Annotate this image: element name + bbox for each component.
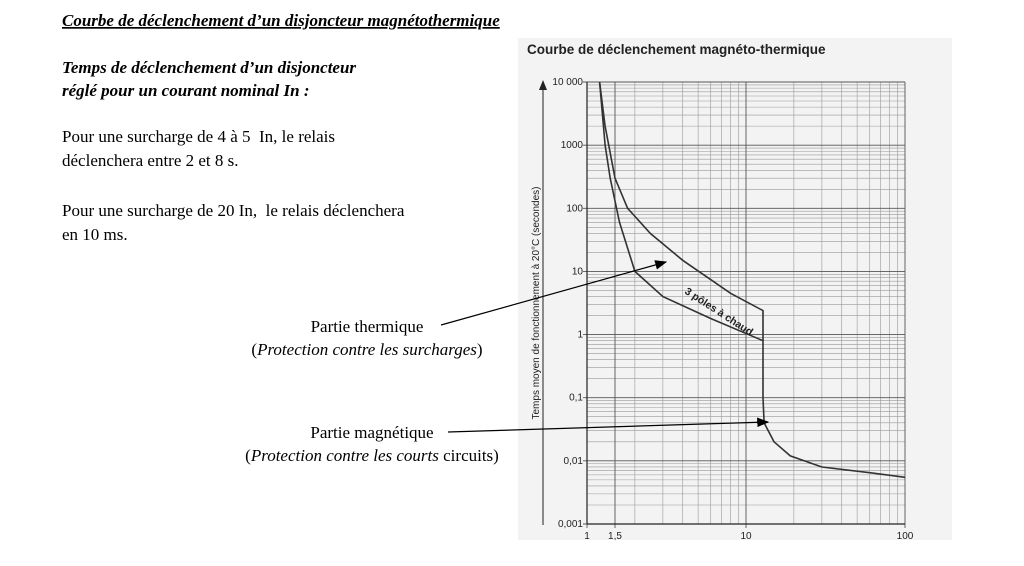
paragraph: Pour une surcharge de 20 In, le relais d… bbox=[62, 201, 405, 220]
note-part: ( bbox=[245, 446, 251, 465]
annotation-arrow bbox=[447, 417, 770, 433]
chart-title: Courbe de déclenchement magnéto-thermiqu… bbox=[527, 42, 826, 57]
x-tick-label: 10 bbox=[740, 531, 752, 542]
subtitle: Temps de déclenchement d’un disjoncteur bbox=[62, 58, 356, 77]
y-tick-label: 10 000 bbox=[552, 77, 583, 88]
x-tick-label: 1 bbox=[584, 531, 590, 542]
y-tick-label: 1000 bbox=[561, 140, 584, 151]
annotation-note: (Protection contre les courts circuits) bbox=[245, 446, 499, 465]
note-part: circuits) bbox=[439, 446, 499, 465]
y-tick-label: 0,001 bbox=[558, 519, 583, 530]
note-part: Protection contre les surcharges bbox=[256, 340, 477, 359]
doc-title: Courbe de déclenchement d’un disjoncteur… bbox=[62, 11, 500, 30]
y-tick-label: 1 bbox=[577, 330, 583, 341]
annotation-label: Partie thermique bbox=[311, 317, 424, 336]
annotation-arrow bbox=[440, 260, 668, 326]
y-tick-label: 0,1 bbox=[569, 393, 583, 404]
x-tick-label: 100 bbox=[897, 531, 914, 542]
curve bbox=[598, 81, 906, 479]
annotation-label: Partie magnétique bbox=[310, 423, 433, 442]
y-tick-label: 100 bbox=[566, 203, 583, 214]
curve bbox=[598, 81, 764, 341]
axis-arrowhead bbox=[539, 80, 547, 90]
note-part: Protection contre les courts bbox=[250, 446, 439, 465]
paragraph: en 10 ms. bbox=[62, 225, 128, 244]
chart: 0,001 0,01 0,1 1 10 100 1000 10 000 1 1,5 10 100 bbox=[552, 77, 913, 542]
y-axis-label: Temps moyen de fonctionnement à 20°C (se… bbox=[531, 186, 542, 419]
annotation-note: (Protection contre les surcharges) bbox=[251, 340, 482, 359]
y-tick-label: 0,01 bbox=[564, 456, 584, 467]
y-tick-label: 10 bbox=[572, 266, 584, 277]
chart-background bbox=[518, 38, 952, 540]
note-part: ( bbox=[251, 340, 257, 359]
paragraph: Pour une surcharge de 4 à 5 In, le relai… bbox=[62, 127, 335, 146]
paragraph: déclenchera entre 2 et 8 s. bbox=[62, 151, 239, 170]
note-part: ) bbox=[477, 340, 483, 359]
x-tick-label: 1,5 bbox=[608, 531, 622, 542]
subtitle: réglé pour un courant nominal In : bbox=[62, 81, 310, 100]
